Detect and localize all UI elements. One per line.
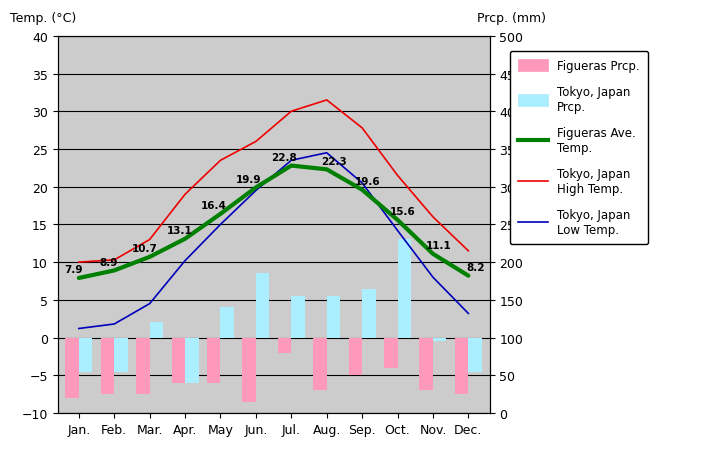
Bar [136,338,150,394]
Bar [455,338,468,394]
Bar [79,338,92,372]
Bar [256,274,269,338]
Text: 22.3: 22.3 [321,156,346,166]
Bar [207,338,220,383]
Bar [433,338,446,341]
Text: 15.6: 15.6 [390,207,415,217]
Text: 19.6: 19.6 [355,177,380,186]
Bar [220,308,234,338]
Text: 8.9: 8.9 [100,257,118,267]
Bar [384,338,397,368]
Bar [313,338,327,391]
Bar [66,338,79,398]
Text: 16.4: 16.4 [200,201,226,211]
Text: Temp. (°C): Temp. (°C) [10,12,76,25]
Text: 19.9: 19.9 [236,174,261,184]
Bar [327,297,340,338]
Legend: Figueras Prcp., Tokyo, Japan
Prcp., Figueras Ave.
Temp., Tokyo, Japan
High Temp.: Figueras Prcp., Tokyo, Japan Prcp., Figu… [510,52,648,245]
Bar [362,289,376,338]
Text: 13.1: 13.1 [167,225,193,235]
Bar [171,338,185,383]
Bar [185,338,199,383]
Bar [348,338,362,375]
Text: 7.9: 7.9 [64,265,83,274]
Bar [114,338,127,372]
Bar [243,338,256,402]
Bar [101,338,114,394]
Text: 11.1: 11.1 [426,241,451,251]
Bar [278,338,292,353]
Text: 10.7: 10.7 [132,244,157,253]
Bar [468,338,482,372]
Bar [397,240,411,338]
Text: 8.2: 8.2 [466,263,485,272]
Text: 22.8: 22.8 [271,152,297,162]
Text: Prcp. (mm): Prcp. (mm) [477,12,546,25]
Bar [292,297,305,338]
Bar [150,323,163,338]
Bar [420,338,433,391]
